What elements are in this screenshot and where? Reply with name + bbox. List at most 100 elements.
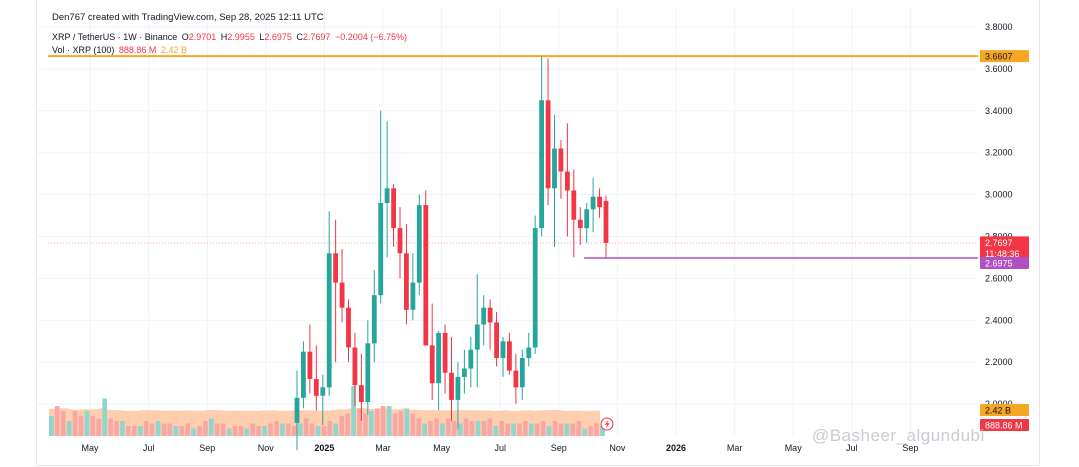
horizontal-levels[interactable] [48, 55, 978, 259]
candle-body [320, 387, 326, 396]
volume-bar [72, 411, 78, 436]
candle-body [519, 358, 525, 388]
time-tick-label: Mar [727, 443, 743, 453]
candle [545, 58, 551, 206]
candle-body [468, 349, 474, 369]
candle-body [333, 253, 338, 283]
volume-tag: 888.86 M [980, 419, 1029, 431]
candle-body [455, 376, 461, 400]
volume-bar [78, 416, 84, 436]
lightning-icon[interactable] [600, 417, 614, 431]
volume-bar [220, 423, 226, 436]
volume-ma-tag-text: 2.42 B [985, 406, 1011, 416]
candle-body [603, 200, 609, 243]
candle-series [294, 56, 609, 451]
volume-bar [143, 421, 149, 436]
candle-body [481, 307, 487, 325]
price-axis[interactable]: 3.80003.60003.40003.20003.00002.80002.60… [985, 22, 1013, 409]
close-value: 2.7697 [302, 32, 331, 42]
candle [565, 123, 570, 237]
symbol-legend[interactable]: XRP / TetherUS · 1W · Binance O2.9701 H2… [52, 32, 409, 42]
candle [539, 56, 544, 237]
support-price-tag: 2.6975 [980, 256, 1029, 269]
candle [384, 121, 390, 258]
volume-bar [380, 406, 386, 436]
candle-body [391, 188, 396, 229]
candle-body [513, 370, 519, 388]
volume-bar [96, 418, 102, 436]
volume-bar [232, 426, 238, 436]
candle [294, 370, 300, 451]
candle-body [352, 347, 358, 386]
candle [339, 249, 345, 323]
candle-body [313, 379, 319, 396]
time-tick-label: Nov [258, 443, 275, 453]
time-axis[interactable]: May Jul Sep Nov 2025 Mar May Jul Sep Nov 2026 Mar Ma… [81, 443, 918, 453]
volume-bar [600, 426, 605, 436]
candle-body [371, 295, 377, 344]
candle-body [404, 253, 409, 310]
change-value: −0.2004 (−6.75%) [334, 32, 408, 42]
symbol-name[interactable]: XRP / TetherUS · 1W · Binance [52, 32, 178, 42]
volume-label[interactable]: Vol · XRP (100) [52, 45, 115, 55]
price-tick-label: 3.4000 [985, 106, 1013, 116]
volume-bar [564, 423, 570, 436]
candle-body [442, 332, 448, 373]
time-tick-label: May [433, 443, 451, 453]
volume-legend[interactable]: Vol · XRP (100) 888.86 M 2.42 B [52, 45, 189, 55]
candle [371, 270, 377, 363]
time-tick-label: Sep [902, 443, 918, 453]
volume-pane [49, 386, 605, 436]
volume-bar [582, 428, 587, 436]
volume-bar [374, 408, 380, 436]
candle [462, 349, 467, 394]
time-tick-label: 2025 [314, 443, 334, 453]
open-value: 2.9701 [188, 32, 217, 42]
volume-bar [594, 423, 599, 436]
candle-body [590, 196, 596, 210]
candle [603, 195, 609, 258]
volume-bar [268, 423, 273, 436]
volume-bar [552, 421, 558, 436]
volume-bar [274, 421, 279, 436]
candle-body [487, 307, 493, 323]
volume-bar [66, 421, 72, 436]
candle [449, 337, 454, 421]
volume-bar [434, 418, 439, 436]
volume-bar [244, 428, 250, 436]
volume-bar [392, 413, 398, 436]
chart-frame [36, 0, 1040, 466]
volume-bar [588, 426, 593, 436]
candle-body [539, 100, 544, 229]
volume-bar [203, 421, 208, 436]
resistance-price-tag: 3.6607 [980, 50, 1029, 63]
volume-bar [386, 406, 392, 436]
volume-bar [214, 423, 220, 436]
volume-bar [369, 411, 374, 436]
volume-bar [570, 423, 576, 436]
time-tick-label: Jul [494, 443, 506, 453]
price-tick-label: 2.4000 [985, 315, 1013, 325]
volume-bar [321, 426, 327, 436]
candle [423, 190, 429, 346]
volume-bar [428, 421, 433, 436]
time-tick-label: 2026 [666, 443, 686, 453]
candle-body [526, 347, 532, 358]
candle [526, 332, 532, 367]
time-tick-label: Jul [846, 443, 858, 453]
last-price-tag-box [980, 236, 1029, 259]
volume-ma-tag-box [980, 404, 1029, 416]
candle [326, 211, 332, 396]
candle-body [346, 307, 351, 348]
volume-bar [475, 421, 481, 436]
candle [301, 341, 306, 409]
volume-bar [191, 428, 196, 436]
candle-body [565, 171, 570, 191]
volume-bar [416, 418, 422, 436]
volume-bar [523, 421, 528, 436]
support-price-tag-box [980, 256, 1029, 269]
candle [584, 202, 590, 243]
candle-body [307, 351, 313, 379]
candle [320, 374, 326, 426]
